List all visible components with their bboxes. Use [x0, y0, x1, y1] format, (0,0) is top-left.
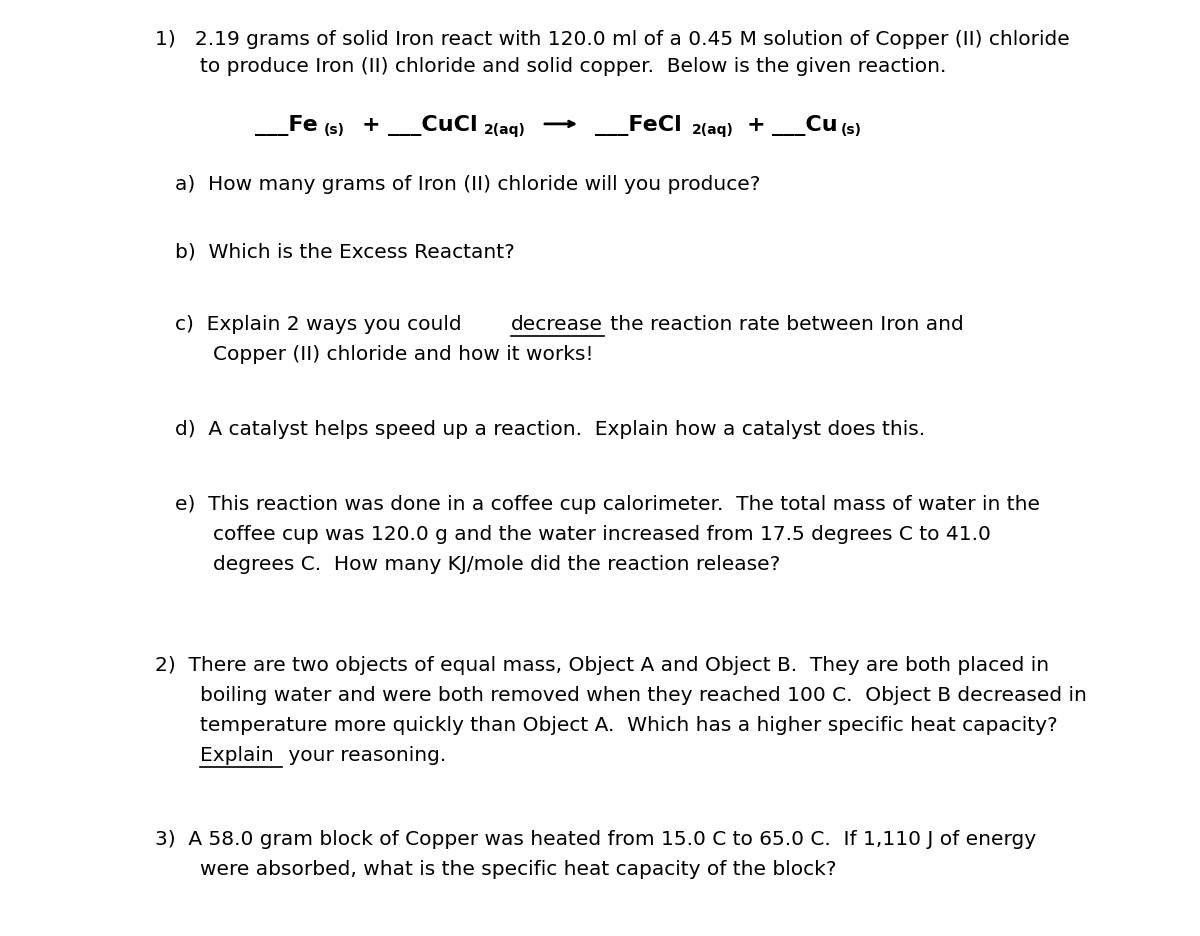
Text: ___Fe: ___Fe	[256, 115, 318, 136]
Text: 2)  There are two objects of equal mass, Object A and Object B.  They are both p: 2) There are two objects of equal mass, …	[155, 656, 1049, 675]
Text: degrees C.  How many KJ/mole did the reaction release?: degrees C. How many KJ/mole did the reac…	[214, 555, 780, 574]
Text: +: +	[746, 115, 766, 135]
Text: your reasoning.: your reasoning.	[282, 746, 446, 765]
Text: 2(aq): 2(aq)	[691, 123, 733, 137]
Text: a)  How many grams of Iron (II) chloride will you produce?: a) How many grams of Iron (II) chloride …	[175, 175, 761, 194]
Text: 2(aq): 2(aq)	[484, 123, 526, 137]
Text: 3)  A 58.0 gram block of Copper was heated from 15.0 C to 65.0 C.  If 1,110 J of: 3) A 58.0 gram block of Copper was heate…	[155, 830, 1036, 849]
Text: to produce Iron (II) chloride and solid copper.  Below is the given reaction.: to produce Iron (II) chloride and solid …	[200, 57, 947, 76]
Text: e)  This reaction was done in a coffee cup calorimeter.  The total mass of water: e) This reaction was done in a coffee cu…	[175, 495, 1040, 514]
Text: 1)   2.19 grams of solid Iron react with 120.0 ml of a 0.45 M solution of Copper: 1) 2.19 grams of solid Iron react with 1…	[155, 30, 1069, 49]
Text: b)  Which is the Excess Reactant?: b) Which is the Excess Reactant?	[175, 243, 515, 262]
Text: decrease: decrease	[511, 315, 602, 334]
Text: ___Cu: ___Cu	[773, 115, 838, 136]
Text: were absorbed, what is the specific heat capacity of the block?: were absorbed, what is the specific heat…	[200, 860, 836, 879]
Text: ___CuCl: ___CuCl	[388, 115, 478, 136]
Text: ___FeCl: ___FeCl	[595, 115, 682, 136]
Text: Copper (II) chloride and how it works!: Copper (II) chloride and how it works!	[214, 345, 594, 364]
Text: (s): (s)	[841, 123, 862, 137]
Text: Explain: Explain	[200, 746, 274, 765]
Text: temperature more quickly than Object A.  Which has a higher specific heat capaci: temperature more quickly than Object A. …	[200, 716, 1057, 735]
Text: c)  Explain 2 ways you could: c) Explain 2 ways you could	[175, 315, 468, 334]
Text: boiling water and were both removed when they reached 100 C.  Object B decreased: boiling water and were both removed when…	[200, 686, 1087, 705]
Text: +: +	[361, 115, 380, 135]
Text: (s): (s)	[324, 123, 344, 137]
Text: coffee cup was 120.0 g and the water increased from 17.5 degrees C to 41.0: coffee cup was 120.0 g and the water inc…	[214, 525, 991, 544]
Text: d)  A catalyst helps speed up a reaction.  Explain how a catalyst does this.: d) A catalyst helps speed up a reaction.…	[175, 420, 925, 439]
Text: the reaction rate between Iron and: the reaction rate between Iron and	[605, 315, 964, 334]
